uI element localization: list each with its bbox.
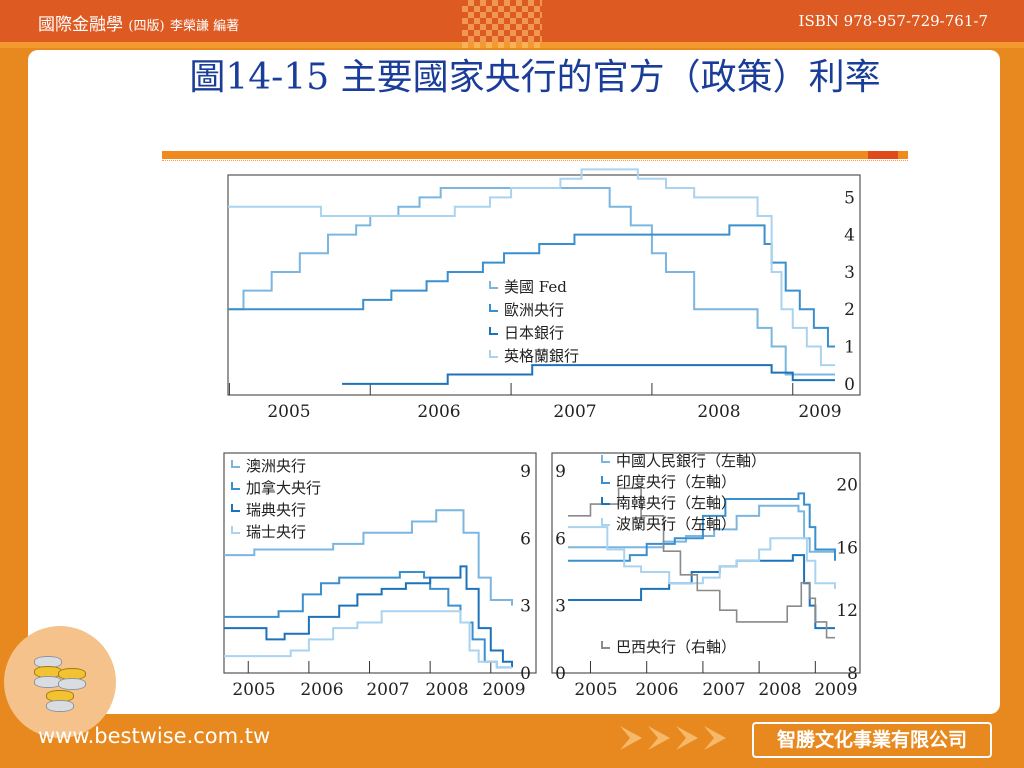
legend-entry: 加拿大央行 — [246, 479, 321, 497]
plot-frame — [227, 174, 861, 396]
legend-swatch — [601, 518, 610, 526]
x-tick-label: 2005 — [267, 402, 310, 422]
legend-swatch — [489, 350, 498, 358]
y-tick-label: 4 — [844, 226, 855, 246]
book-edition: (四版) — [128, 19, 165, 34]
x-tick-label: 2009 — [814, 680, 857, 700]
y-tick-label: 5 — [844, 188, 855, 208]
y-tick-label: 6 — [520, 529, 531, 549]
book-title: 國際金融學 (四版) 李榮謙 編著 — [38, 10, 239, 35]
legend-swatch — [489, 304, 498, 312]
publisher-logo: 智勝文化事業有限公司 — [752, 722, 992, 758]
legend-entry: 美國 Fed — [504, 278, 567, 296]
x-tick-label: 2006 — [417, 402, 460, 422]
x-tick-label: 2007 — [366, 680, 409, 700]
series-line — [228, 224, 835, 348]
series-line — [228, 187, 835, 376]
y-tick-label: 1 — [844, 338, 855, 358]
y-tick-label: 9 — [555, 462, 566, 482]
legend-entry: 中國人民銀行（左軸） — [616, 452, 766, 470]
legend-swatch — [601, 455, 610, 463]
legend-swatch — [231, 526, 240, 534]
series-line — [224, 610, 512, 669]
series-line — [224, 509, 513, 606]
legend-swatch — [231, 482, 240, 490]
y2-tick-label: 8 — [847, 664, 858, 684]
book-title-main: 國際金融學 — [38, 15, 123, 35]
y-tick-label: 6 — [555, 529, 566, 549]
legend-entry: 歐洲央行 — [504, 301, 564, 319]
coins-icon — [28, 646, 92, 718]
coins-decoration — [4, 626, 116, 738]
plot-frame — [551, 452, 861, 674]
x-tick-label: 2006 — [635, 680, 678, 700]
x-tick-label: 2005 — [574, 680, 617, 700]
legend-entry: 澳洲央行 — [246, 457, 306, 475]
legend-entry: 巴西央行（右軸） — [616, 638, 736, 656]
series-line — [568, 526, 836, 589]
y2-tick-label: 16 — [836, 538, 858, 558]
series-line — [228, 168, 835, 367]
y-tick-label: 3 — [520, 597, 531, 617]
y-tick-label: 0 — [844, 375, 855, 395]
legend-entry: 南韓央行（左軸） — [616, 494, 736, 512]
title-rule-accent — [868, 151, 898, 159]
legend-swatch — [231, 504, 240, 512]
x-tick-label: 2007 — [702, 680, 745, 700]
series-line — [342, 364, 835, 385]
x-tick-label: 2008 — [758, 680, 801, 700]
slide-title: 圖14-15 主要國家央行的官方（政策）利率 — [189, 57, 881, 98]
header-pattern — [462, 0, 542, 48]
legend-entry: 日本銀行 — [504, 324, 564, 342]
series-line — [224, 565, 513, 668]
y-tick-label: 3 — [844, 263, 855, 283]
plot-frame — [223, 452, 537, 674]
legend-swatch — [231, 460, 240, 468]
y-tick-label: 0 — [555, 664, 566, 684]
legend-entry: 波蘭央行（左軸） — [616, 515, 736, 533]
title-rule — [162, 151, 908, 159]
x-tick-label: 2008 — [425, 680, 468, 700]
legend-entry: 瑞士央行 — [246, 523, 306, 541]
y2-tick-label: 12 — [836, 601, 858, 621]
series-line — [568, 492, 836, 562]
y-tick-label: 2 — [844, 300, 855, 320]
legend-swatch — [489, 327, 498, 335]
arrows-icon — [620, 726, 726, 750]
x-tick-label: 2009 — [482, 680, 525, 700]
y-tick-label: 0 — [520, 664, 531, 684]
x-tick-label: 2008 — [697, 402, 740, 422]
y-tick-label: 3 — [555, 597, 566, 617]
legend-swatch — [489, 281, 498, 289]
y-tick-label: 9 — [520, 462, 531, 482]
legend-entry: 印度央行（左軸） — [616, 473, 736, 491]
legend-entry: 英格蘭銀行 — [504, 347, 579, 365]
legend-swatch — [601, 476, 610, 484]
legend-entry: 瑞典央行 — [246, 501, 306, 519]
series-line — [568, 487, 835, 639]
x-tick-label: 2007 — [553, 402, 596, 422]
legend-swatch — [601, 641, 610, 649]
legend-swatch — [601, 497, 610, 505]
isbn: ISBN 978-957-729-761-7 — [798, 12, 988, 30]
title-rule-dots — [162, 160, 908, 163]
y2-tick-label: 20 — [836, 475, 858, 495]
footer-url[interactable]: www.bestwise.com.tw — [38, 724, 271, 748]
x-tick-label: 2009 — [798, 402, 841, 422]
x-tick-label: 2006 — [300, 680, 343, 700]
series-line — [224, 570, 512, 669]
book-author: 李榮謙 編著 — [169, 19, 240, 34]
x-tick-label: 2005 — [232, 680, 275, 700]
